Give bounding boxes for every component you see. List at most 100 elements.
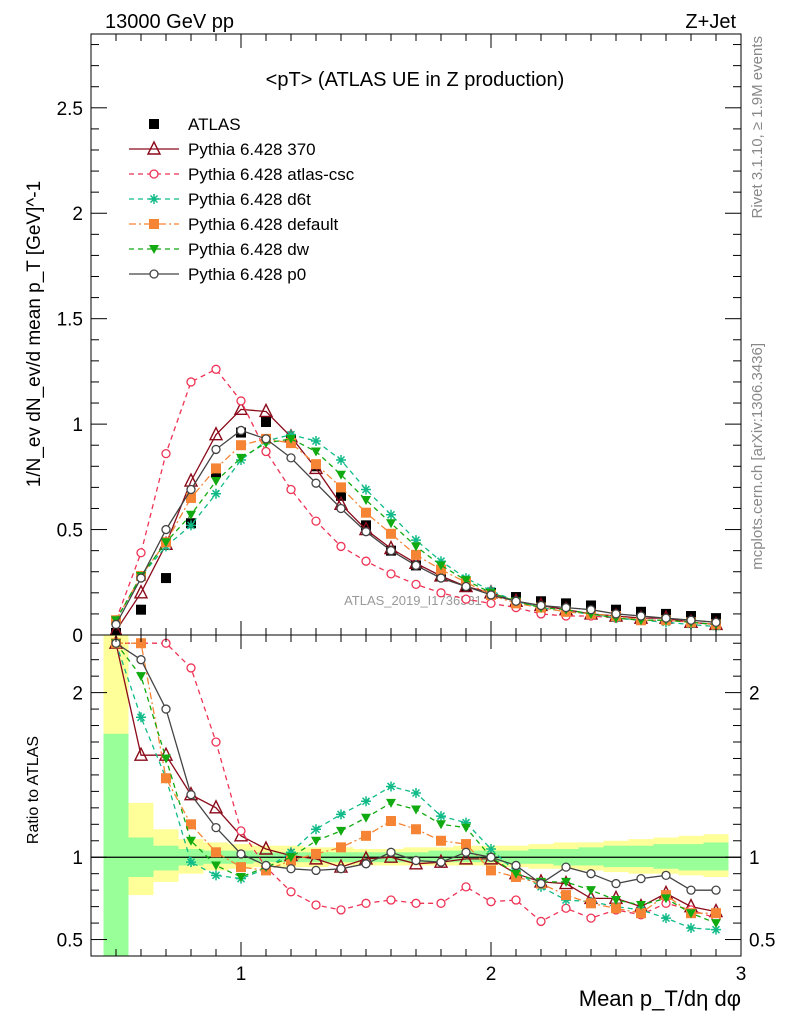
ratio-point-pythia-6-428-p0 <box>411 855 421 866</box>
mcplots-side-label: mcplots.cern.ch [arXiv:1306.3436] <box>749 343 766 570</box>
main-point-pythia-6-428-p0 <box>111 619 121 630</box>
x-axis-label: Mean p_T/dη dφ <box>579 986 741 1011</box>
ratio-y-tick-label: 0.5 <box>57 931 83 952</box>
main-point-pythia-6-428-p0 <box>711 617 721 627</box>
main-point-pythia-6-428-dw <box>286 434 296 444</box>
ratio-point-pythia-6-428-dw <box>586 886 596 896</box>
legend-marker <box>149 119 159 129</box>
main-point-pythia-6-428-p0 <box>461 581 471 592</box>
main-point-pythia-6-428-p0 <box>536 600 546 611</box>
legend-marker <box>149 194 159 204</box>
ratio-point-pythia-6-428-dw <box>686 909 696 919</box>
main-point-pythia-6-428-dw <box>436 561 446 571</box>
ratio-point-pythia-6-428-p0 <box>536 878 546 889</box>
main-point-pythia-6-428-370 <box>258 402 274 418</box>
ratio-point-pythia-6-428-atlas-csc <box>511 895 521 905</box>
ratio-point-pythia-6-428-dw <box>436 820 446 830</box>
main-point-pythia-6-428-atlas-csc <box>386 569 396 579</box>
ratio-point-pythia-6-428-p0 <box>211 822 221 833</box>
main-point-pythia-6-428-atlas-csc <box>336 541 346 552</box>
main-point-pythia-6-428-p0 <box>486 590 496 600</box>
main-point-pythia-6-428-p0 <box>636 611 646 621</box>
main-point-pythia-6-428-p0 <box>261 434 271 444</box>
ratio-point-pythia-6-428-dw <box>611 896 621 906</box>
legend-marker <box>146 140 162 155</box>
ratio-point-pythia-6-428-default <box>361 830 371 841</box>
ratio-point-pythia-6-428-default <box>236 862 246 873</box>
ratio-point-pythia-6-428-p0 <box>711 885 721 895</box>
main-point-pythia-6-428-d6t <box>186 520 196 531</box>
ratio-point-pythia-6-428-370 <box>258 840 274 855</box>
ratio-point-pythia-6-428-dw <box>136 672 146 682</box>
main-point-pythia-6-428-370 <box>133 584 149 599</box>
main-point-pythia-6-428-p0 <box>161 524 171 535</box>
ratio-point-pythia-6-428-p0 <box>261 860 271 871</box>
main-series-pythia-6-428-atlas-csc <box>111 364 721 630</box>
main-point-pythia-6-428-default <box>236 440 246 451</box>
ratio-point-pythia-6-428-dw <box>311 836 321 846</box>
legend-label: Pythia 6.428 dw <box>188 240 310 259</box>
legend-marker <box>149 219 159 229</box>
ratio-point-pythia-6-428-d6t <box>486 844 496 854</box>
legend-item-pythia-6-428-default: Pythia 6.428 default <box>129 215 339 234</box>
main-point-pythia-6-428-p0 <box>561 602 571 613</box>
ratio-point-pythia-6-428-atlas-csc <box>586 913 596 923</box>
legend-label: Pythia 6.428 p0 <box>188 265 306 284</box>
main-point-pythia-6-428-d6t <box>311 435 321 446</box>
main-point-pythia-6-428-default <box>311 459 321 470</box>
legend-item-atlas: ATLAS <box>149 115 241 134</box>
ratio-point-pythia-6-428-d6t <box>711 924 721 935</box>
ratio-point-pythia-6-428-p0 <box>186 790 196 800</box>
ratio-point-pythia-6-428-atlas-csc <box>211 737 221 747</box>
ratio-series-pythia-6-428-p0 <box>111 638 721 895</box>
main-point-pythia-6-428-default <box>361 507 371 518</box>
ratio-point-pythia-6-428-dw <box>461 823 471 833</box>
ratio-point-pythia-6-428-atlas-csc <box>186 663 196 673</box>
ratio-point-pythia-6-428-atlas-csc <box>436 898 446 908</box>
main-point-pythia-6-428-d6t <box>211 488 221 499</box>
ratio-series-pythia-6-428-dw <box>111 639 721 929</box>
main-point-pythia-6-428-default <box>186 492 196 503</box>
main-point-pythia-6-428-p0 <box>661 613 671 623</box>
ratio-point-pythia-6-428-default <box>636 908 646 919</box>
ratio-point-pythia-6-428-d6t <box>661 913 671 924</box>
legend-item-pythia-6-428-d6t: Pythia 6.428 d6t <box>129 190 311 209</box>
ratio-series-pythia-6-428-default <box>111 638 721 919</box>
main-point-pythia-6-428-p0 <box>686 615 696 625</box>
main-point-pythia-6-428-default <box>336 482 346 493</box>
ratio-band-green <box>603 845 629 868</box>
main-point-pythia-6-428-d6t <box>411 535 421 546</box>
ratio-point-pythia-6-428-370 <box>383 848 399 863</box>
main-point-atlas <box>161 573 171 584</box>
main-point-pythia-6-428-atlas-csc <box>436 588 446 598</box>
ratio-point-pythia-6-428-p0 <box>586 869 596 879</box>
ratio-point-pythia-6-428-default <box>411 824 421 835</box>
main-point-pythia-6-428-d6t <box>436 556 446 567</box>
ratio-point-pythia-6-428-d6t <box>186 857 196 868</box>
main-point-pythia-6-428-atlas-csc <box>186 377 196 387</box>
main-point-pythia-6-428-atlas-csc <box>461 594 471 604</box>
ratio-point-pythia-6-428-d6t <box>286 847 296 858</box>
ratio-point-pythia-6-428-dw <box>511 869 521 879</box>
ratio-point-pythia-6-428-dw <box>636 900 646 910</box>
rivet-side-label: Rivet 3.1.10, ≥ 1.9M events <box>749 36 766 219</box>
main-point-pythia-6-428-dw <box>461 576 471 586</box>
main-point-pythia-6-428-dw <box>311 447 321 457</box>
ratio-band-green <box>653 844 679 869</box>
ratio-point-pythia-6-428-p0 <box>611 878 621 889</box>
ratio-point-pythia-6-428-dw <box>236 872 246 882</box>
ratio-point-pythia-6-428-default <box>186 819 196 830</box>
main-point-pythia-6-428-d6t <box>361 484 371 495</box>
legend-item-pythia-6-428-370: Pythia 6.428 370 <box>129 140 316 159</box>
main-point-atlas <box>361 520 371 531</box>
ratio-point-pythia-6-428-default <box>336 842 346 853</box>
main-point-pythia-6-428-dw <box>186 510 196 520</box>
main-y-tick-label: 1.5 <box>57 310 83 331</box>
ratio-band-green <box>703 842 729 871</box>
ratio-point-pythia-6-428-atlas-csc <box>486 897 496 907</box>
main-point-pythia-6-428-dw <box>211 477 221 487</box>
main-point-pythia-6-428-atlas-csc <box>411 579 421 590</box>
ratio-point-pythia-6-428-p0 <box>561 862 571 872</box>
x-tick-label: 3 <box>736 964 747 985</box>
